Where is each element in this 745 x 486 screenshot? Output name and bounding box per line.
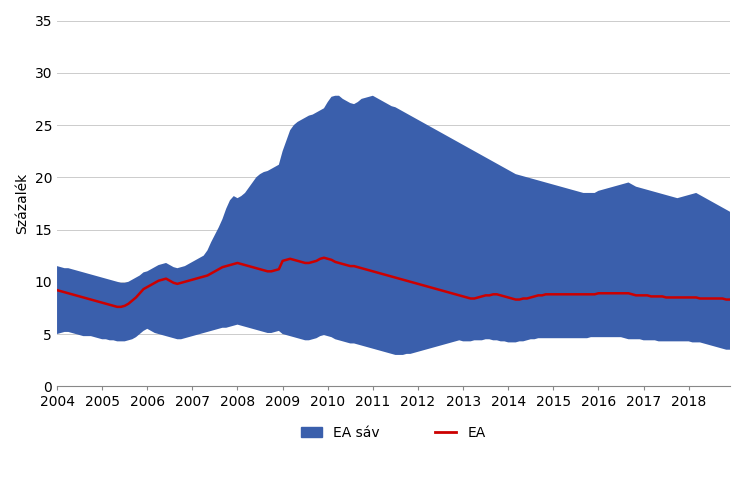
Legend: EA sáv, EA: EA sáv, EA (296, 420, 491, 445)
Y-axis label: Százalék: Százalék (15, 173, 29, 234)
